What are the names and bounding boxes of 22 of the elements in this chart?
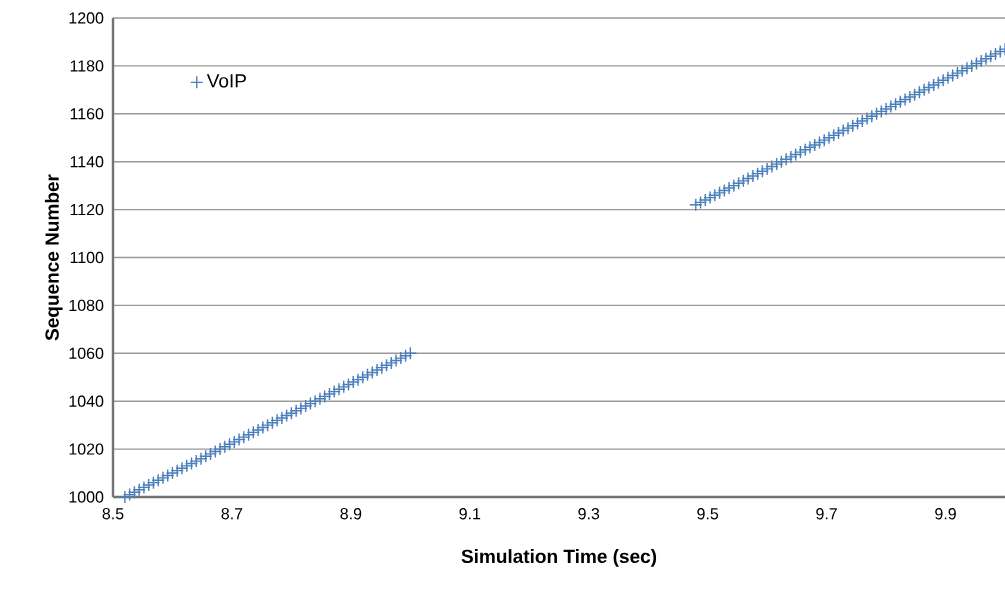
- y-tick-label: 1160: [70, 108, 104, 120]
- x-tick-label: 8.7: [221, 508, 243, 520]
- x-tick-label: 8.9: [340, 508, 362, 520]
- y-axis-title: Sequence Number: [44, 174, 63, 341]
- legend-label: VoIP: [206, 74, 246, 88]
- y-tick-label: 1100: [70, 251, 104, 264]
- x-tick-label: 8.5: [102, 508, 124, 520]
- y-tick-label: 1040: [69, 395, 104, 407]
- y-tick-label: 1060: [69, 347, 104, 359]
- x-tick-label: 9.5: [697, 508, 719, 520]
- y-tick-label: 1180: [70, 60, 104, 72]
- x-tick-label: 9.3: [578, 508, 600, 520]
- y-tick-label: 1080: [69, 299, 104, 312]
- x-tick-label: 9.7: [816, 508, 837, 520]
- x-tick-label: 9.9: [935, 508, 956, 520]
- y-tick-label: 1200: [69, 12, 104, 24]
- x-axis-title: Simulation Time (sec): [461, 549, 657, 567]
- y-tick-label: 1140: [70, 156, 104, 168]
- x-tick-label: 9.1: [459, 508, 481, 520]
- y-tick-label: 1020: [69, 443, 104, 455]
- y-tick-label: 1000: [69, 491, 104, 503]
- y-tick-label: 1120: [70, 203, 104, 216]
